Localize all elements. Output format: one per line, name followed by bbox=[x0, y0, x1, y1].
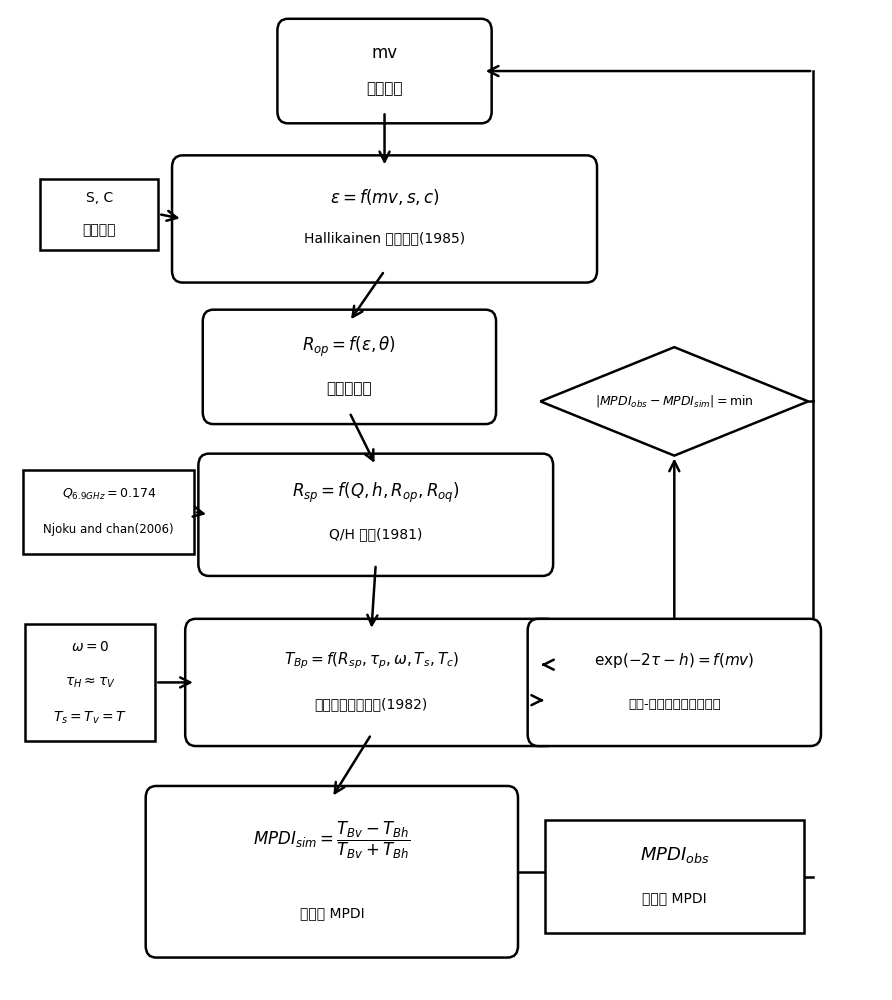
Text: 土壤质地: 土壤质地 bbox=[82, 223, 116, 237]
FancyBboxPatch shape bbox=[186, 619, 558, 746]
Text: Njoku and chan(2006): Njoku and chan(2006) bbox=[44, 523, 174, 536]
Bar bbox=[545, 820, 804, 933]
Text: $\tau_{H}\approx\tau_{V}$: $\tau_{H}\approx\tau_{V}$ bbox=[65, 675, 116, 690]
FancyBboxPatch shape bbox=[145, 786, 518, 958]
Text: $\exp(-2\tau-h)=f(mv)$: $\exp(-2\tau-h)=f(mv)$ bbox=[594, 651, 755, 670]
Bar bbox=[25, 624, 155, 741]
Text: S, C: S, C bbox=[86, 191, 112, 205]
FancyBboxPatch shape bbox=[172, 155, 597, 283]
Text: $\omega=0$: $\omega=0$ bbox=[71, 640, 110, 654]
Text: $MPDI_{obs}$: $MPDI_{obs}$ bbox=[640, 845, 709, 865]
Text: 植被-粗糙度综合影响参数: 植被-粗糙度综合影响参数 bbox=[628, 698, 721, 711]
Text: 菲尼尔方程: 菲尼尔方程 bbox=[326, 381, 372, 396]
Text: mv: mv bbox=[371, 44, 398, 62]
Text: $|MPDI_{obs}-MPDI_{sim}|=\mathrm{min}$: $|MPDI_{obs}-MPDI_{sim}|=\mathrm{min}$ bbox=[595, 393, 754, 409]
Text: $R_{sp}=f(Q,h,R_{op},R_{oq})$: $R_{sp}=f(Q,h,R_{op},R_{oq})$ bbox=[292, 481, 459, 505]
Text: 土壤水分: 土壤水分 bbox=[367, 81, 403, 96]
Text: $Q_{6.9GHz}=0.174$: $Q_{6.9GHz}=0.174$ bbox=[62, 487, 156, 502]
FancyBboxPatch shape bbox=[198, 454, 553, 576]
FancyBboxPatch shape bbox=[528, 619, 821, 746]
FancyBboxPatch shape bbox=[277, 19, 491, 123]
FancyBboxPatch shape bbox=[202, 310, 496, 424]
Text: $T_s=T_v=T$: $T_s=T_v=T$ bbox=[54, 710, 128, 726]
Text: Q/H 模型(1981): Q/H 模型(1981) bbox=[329, 528, 423, 542]
Polygon shape bbox=[541, 347, 808, 456]
Text: 零阶辐射传输方程(1982): 零阶辐射传输方程(1982) bbox=[315, 697, 428, 711]
Text: $R_{op} = f(\varepsilon,\theta)$: $R_{op} = f(\varepsilon,\theta)$ bbox=[302, 335, 396, 359]
Text: $T_{Bp}=f(R_{sp},\tau_p,\omega,T_s,T_c)$: $T_{Bp}=f(R_{sp},\tau_p,\omega,T_s,T_c)$ bbox=[284, 650, 459, 671]
Text: 观测的 MPDI: 观测的 MPDI bbox=[642, 891, 706, 905]
Text: $MPDI_{sim}=\dfrac{T_{Bv}-T_{Bh}}{T_{Bv}+T_{Bh}}$: $MPDI_{sim}=\dfrac{T_{Bv}-T_{Bh}}{T_{Bv}… bbox=[253, 820, 410, 861]
Text: 模拟的 MPDI: 模拟的 MPDI bbox=[300, 906, 364, 920]
Text: Hallikainen 经验模型(1985): Hallikainen 经验模型(1985) bbox=[304, 232, 465, 246]
Bar bbox=[40, 179, 159, 250]
Text: $\varepsilon = f(mv,s,c)$: $\varepsilon = f(mv,s,c)$ bbox=[330, 187, 440, 207]
Bar bbox=[23, 470, 194, 554]
